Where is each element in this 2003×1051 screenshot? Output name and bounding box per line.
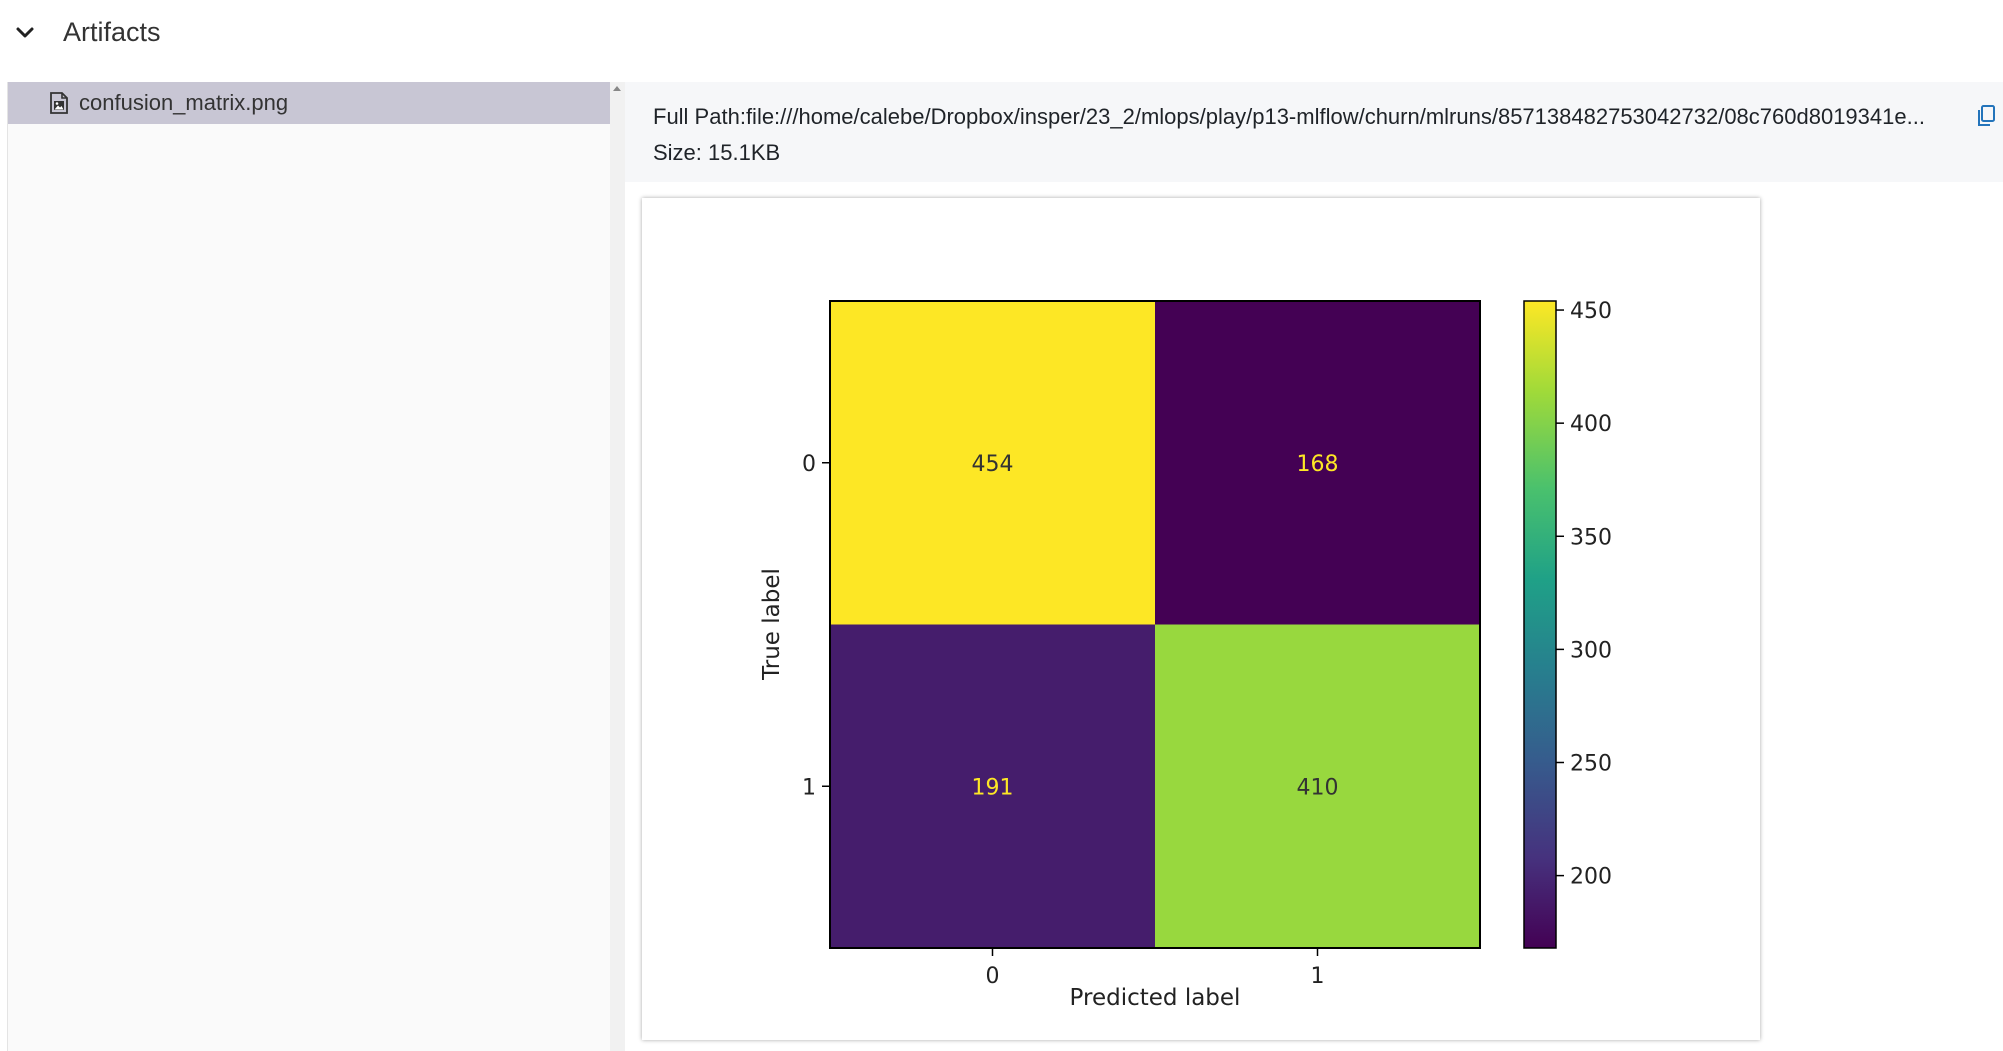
x-tick-label: 1 [1311, 964, 1325, 989]
colorbar-tick-label: 300 [1570, 638, 1612, 663]
size-label: Size: [653, 140, 702, 165]
y-tick-label: 1 [802, 775, 816, 800]
tree-scrollbar[interactable] [610, 82, 625, 1051]
artifacts-section-header[interactable]: Artifacts [0, 0, 2003, 80]
heatmap-cell-0-0 [830, 301, 1155, 625]
image-file-icon [50, 92, 68, 114]
colorbar-tick-label: 200 [1570, 865, 1612, 890]
colorbar-tick-label: 450 [1570, 299, 1612, 324]
size-value: 15.1KB [708, 140, 781, 165]
tree-item-confusion-matrix[interactable]: confusion_matrix.png [8, 82, 611, 124]
section-title: Artifacts [63, 17, 161, 47]
heatmap-cell-1-1 [1155, 624, 1480, 948]
full-path-value: file:///home/calebe/Dropbox/insper/23_2/… [745, 104, 1925, 129]
size-line: Size: 15.1KB [653, 140, 780, 166]
colorbar [1523, 300, 1557, 949]
y-axis-label: True label [759, 568, 785, 681]
matrix-frame [829, 300, 1481, 949]
full-path: Full Path:file:///home/calebe/Dropbox/in… [653, 104, 1958, 130]
artifact-tree: confusion_matrix.png [7, 82, 611, 1051]
scroll-up-arrow-icon[interactable] [613, 86, 621, 91]
cell-value-label: 191 [972, 775, 1014, 800]
colorbar-tick-label: 350 [1570, 525, 1612, 550]
x-tick-label: 0 [986, 964, 1000, 989]
tree-item-label: confusion_matrix.png [79, 90, 289, 115]
colorbar-tick-label: 400 [1570, 412, 1612, 437]
colorbar-tick-label: 250 [1570, 751, 1612, 776]
heatmap-cell-0-1 [1155, 301, 1480, 625]
x-axis-label: Predicted label [1070, 985, 1241, 1011]
chevron-down-icon[interactable] [14, 22, 36, 44]
artifact-details: Full Path:file:///home/calebe/Dropbox/in… [625, 82, 2003, 1051]
artifact-image-preview: 454 168 191 410 0 1 0 1 Predicted label True … [642, 198, 1760, 1040]
copy-icon[interactable] [1975, 104, 1997, 128]
confusion-matrix-chart: 454 168 191 410 0 1 0 1 Predicted label True … [759, 299, 1612, 1011]
full-path-label: Full Path: [653, 104, 746, 129]
y-tick-label: 0 [802, 452, 816, 477]
heatmap-cell-1-0 [830, 624, 1155, 948]
artifact-meta: Full Path:file:///home/calebe/Dropbox/in… [625, 82, 2003, 182]
cell-value-label: 454 [972, 452, 1014, 477]
cell-value-label: 168 [1297, 452, 1339, 477]
cell-value-label: 410 [1297, 775, 1339, 800]
